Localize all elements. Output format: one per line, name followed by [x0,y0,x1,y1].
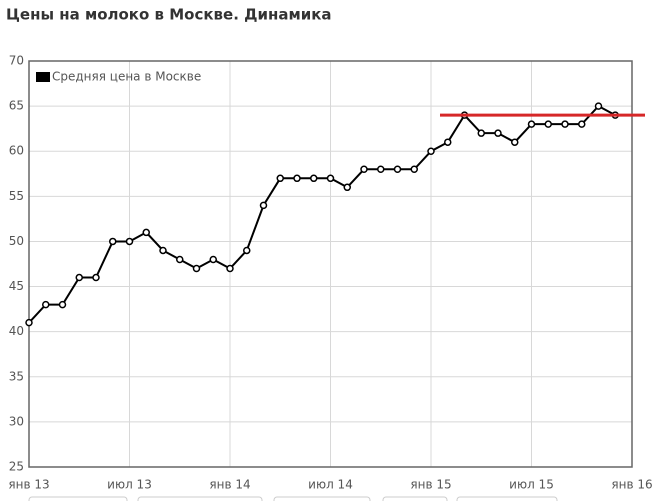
data-point [276,174,284,183]
data-point [293,174,301,183]
plot-border [28,60,633,468]
data-point [477,129,485,137]
data-point [42,300,50,309]
data-line [28,104,616,324]
button[interactable] [28,496,128,501]
x-tick-label: янв 14 [209,478,250,492]
y-tick-label: 30 [9,414,24,428]
data-point [192,264,201,273]
x-tick-label: июл 14 [308,478,353,492]
data-point [75,273,83,282]
data-point [360,165,368,174]
y-tick-label: 60 [9,144,24,158]
button[interactable] [137,496,263,501]
x-tick-label: янв 15 [410,478,451,492]
data-point [511,138,519,146]
button[interactable] [456,496,558,501]
y-tick-label: 65 [9,99,24,113]
y-tick-label: 35 [9,369,24,383]
data-point [377,165,385,174]
data-point [159,246,167,255]
data-point [561,120,569,128]
data-point [259,201,268,210]
data-point [427,147,435,155]
legend-swatch [36,72,50,82]
data-point [209,255,217,264]
data-point [92,273,100,282]
data-point [494,129,502,137]
x-tick-label: янв 13 [8,478,49,492]
data-point [176,255,184,264]
x-tick-label: июл 13 [107,478,152,492]
y-tick-label: 40 [9,324,24,338]
data-point [393,165,402,174]
data-point [125,237,134,246]
data-point [142,228,150,237]
y-tick-label: 25 [9,460,24,474]
data-point [343,183,351,192]
button[interactable] [273,496,371,501]
data-point [544,120,552,128]
data-point [109,237,117,246]
data-point [444,138,452,146]
data-point [578,120,586,128]
y-tick-label: 50 [9,234,24,248]
data-point [410,165,418,174]
data-point [25,318,33,327]
x-tick-label: июл 15 [509,478,554,492]
y-tick-label: 70 [9,54,24,68]
y-tick-label: 55 [9,189,24,203]
legend-label: Средняя цена в Москве [52,70,201,84]
data-point [594,102,603,110]
data-point [326,174,335,183]
y-tick-label: 45 [9,279,24,293]
data-point [310,174,318,183]
x-tick-label: янв 16 [611,478,652,492]
chart-title: Цены на молоко в Москве. Динамика [6,6,332,24]
button[interactable] [382,496,448,501]
data-point [243,246,251,255]
data-point [226,264,234,273]
data-point [527,120,536,128]
data-point [58,300,67,309]
